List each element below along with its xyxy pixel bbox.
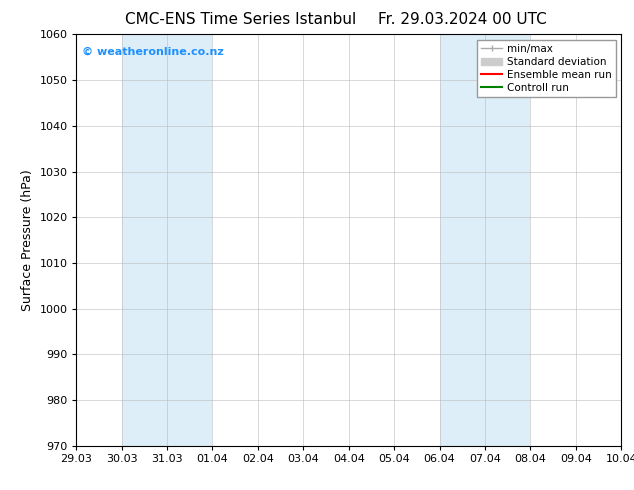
Bar bbox=[439, 34, 531, 446]
Text: CMC-ENS Time Series Istanbul: CMC-ENS Time Series Istanbul bbox=[126, 12, 356, 27]
Y-axis label: Surface Pressure (hPa): Surface Pressure (hPa) bbox=[21, 169, 34, 311]
Text: © weatheronline.co.nz: © weatheronline.co.nz bbox=[82, 47, 223, 57]
Legend: min/max, Standard deviation, Ensemble mean run, Controll run: min/max, Standard deviation, Ensemble me… bbox=[477, 40, 616, 97]
Bar bbox=[122, 34, 212, 446]
Text: Fr. 29.03.2024 00 UTC: Fr. 29.03.2024 00 UTC bbox=[378, 12, 547, 27]
